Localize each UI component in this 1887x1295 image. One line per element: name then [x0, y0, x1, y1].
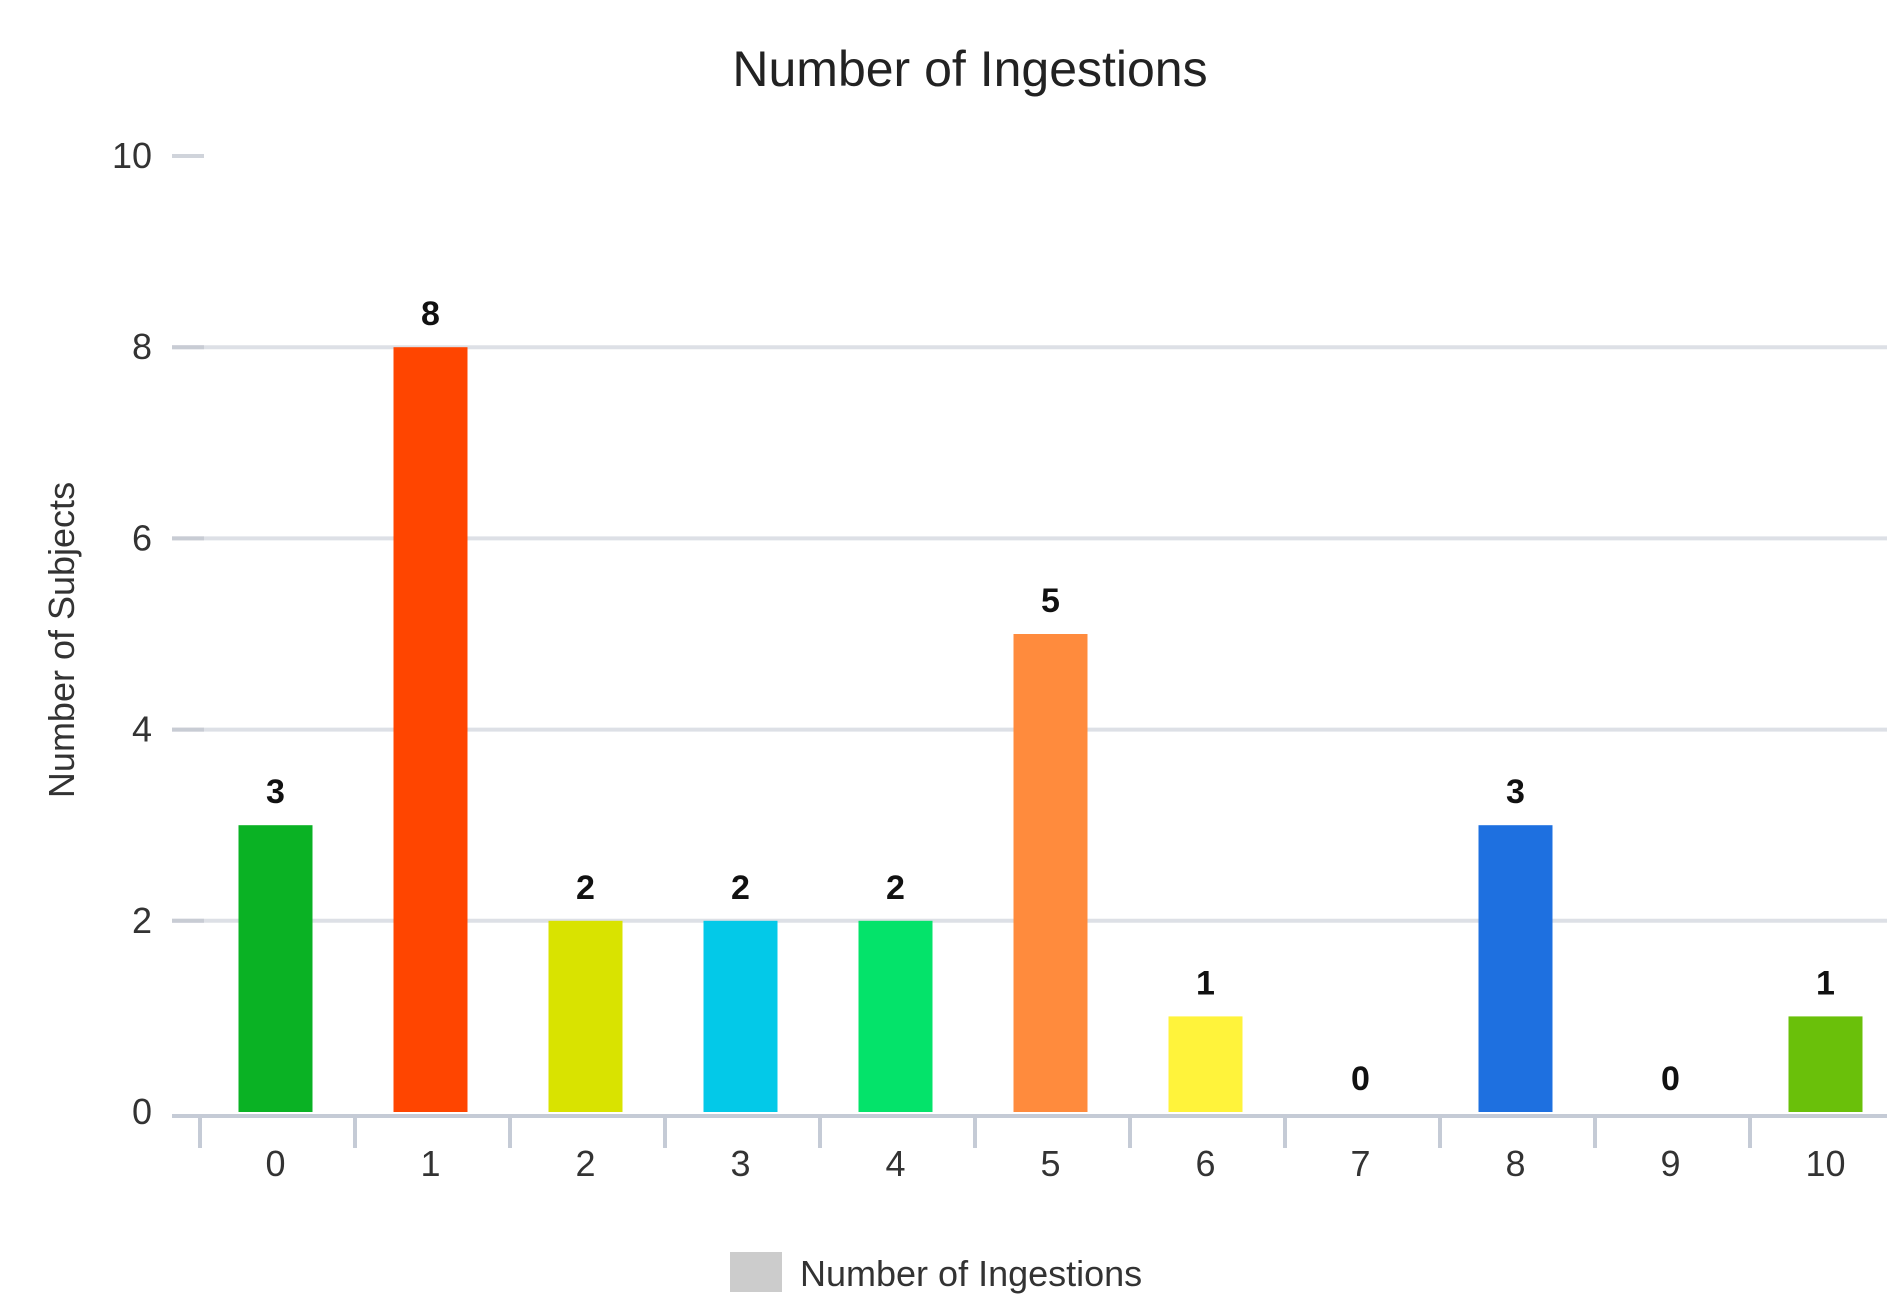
y-tick-label: 0 [132, 1091, 152, 1132]
bar-1[interactable] [393, 347, 468, 1112]
x-tick-label: 7 [1350, 1143, 1370, 1184]
data-label: 3 [266, 773, 285, 811]
data-label: 5 [1041, 582, 1060, 620]
x-tick-label: 10 [1805, 1143, 1845, 1184]
data-labels: 3 8 2 2 2 5 1 0 3 0 1 [266, 295, 1835, 1098]
x-tick-label: 4 [885, 1143, 905, 1184]
y-tick-label: 4 [132, 709, 152, 750]
x-axis: 0 1 2 3 4 5 6 7 8 9 10 [172, 1114, 1887, 1184]
bar-4[interactable] [858, 920, 933, 1112]
x-tick-label: 1 [420, 1143, 440, 1184]
x-tick-label: 3 [730, 1143, 750, 1184]
bar-10[interactable] [1788, 1016, 1863, 1112]
x-tick-label: 5 [1040, 1143, 1060, 1184]
legend-swatch[interactable] [730, 1252, 782, 1292]
data-label: 8 [421, 295, 440, 333]
data-label: 1 [1816, 964, 1835, 1002]
y-tick-label: 2 [132, 900, 152, 941]
x-tick-label: 0 [265, 1143, 285, 1184]
y-axis-ticks: 0 2 4 6 8 10 [112, 135, 152, 1132]
data-label: 0 [1661, 1060, 1680, 1098]
y-tick-label: 10 [112, 135, 152, 176]
bar-3[interactable] [703, 920, 778, 1112]
legend[interactable]: Number of Ingestions [730, 1252, 1142, 1294]
data-label: 2 [576, 869, 595, 907]
bar-0[interactable] [238, 825, 313, 1112]
y-tick-label: 6 [132, 517, 152, 558]
chart-title: Number of Ingestions [732, 41, 1207, 97]
data-label: 1 [1196, 964, 1215, 1002]
bar-5[interactable] [1013, 634, 1088, 1112]
bars [238, 347, 1863, 1112]
x-tick-label: 8 [1505, 1143, 1525, 1184]
data-label: 0 [1351, 1060, 1370, 1098]
x-tick-label: 9 [1660, 1143, 1680, 1184]
y-tick-label: 8 [132, 326, 152, 367]
bar-6[interactable] [1168, 1016, 1243, 1112]
bar-2[interactable] [548, 920, 623, 1112]
legend-label[interactable]: Number of Ingestions [800, 1253, 1142, 1294]
y-axis-label: Number of Subjects [41, 482, 82, 798]
bar-8[interactable] [1478, 825, 1553, 1112]
data-label: 3 [1506, 773, 1525, 811]
x-tick-label: 2 [575, 1143, 595, 1184]
data-label: 2 [731, 869, 750, 907]
x-tick-label: 6 [1195, 1143, 1215, 1184]
data-label: 2 [886, 869, 905, 907]
